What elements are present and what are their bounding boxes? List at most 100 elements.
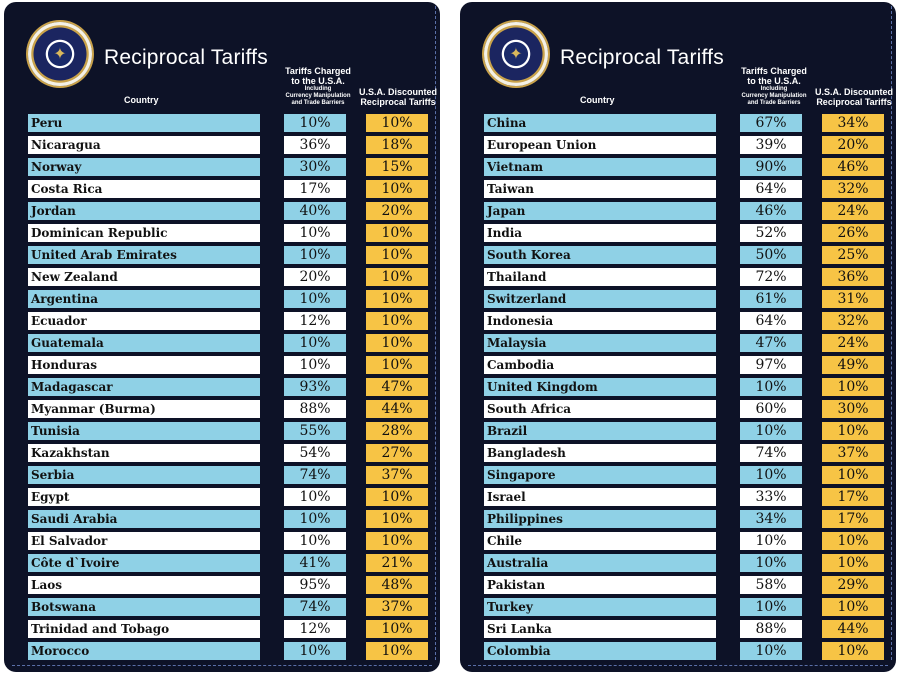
country-name: Thailand — [484, 268, 716, 286]
tariff-charged-value: 10% — [740, 532, 802, 550]
tariff-charged-value: 64% — [740, 312, 802, 330]
tariff-charged-value: 10% — [284, 246, 346, 264]
table-row: Madagascar 93% 47% — [4, 376, 440, 398]
discounted-tariff-value: 10% — [822, 554, 884, 572]
table-row: Jordan 40% 20% — [4, 200, 440, 222]
country-name: Singapore — [484, 466, 716, 484]
tariff-charged-value: 39% — [740, 136, 802, 154]
page-title: Reciprocal Tariffs — [560, 46, 724, 69]
tariff-charged-value: 10% — [740, 642, 802, 660]
table-row: United Arab Emirates 10% 10% — [4, 244, 440, 266]
tariff-charged-value: 97% — [740, 356, 802, 374]
table-row: Switzerland 61% 31% — [460, 288, 896, 310]
table-row: Botswana 74% 37% — [4, 596, 440, 618]
header-charged-line2: to the U.S.A. — [747, 76, 801, 86]
header-tariffs-charged: Tariffs Charged to the U.S.A. Including … — [734, 66, 814, 107]
discounted-tariff-value: 17% — [822, 510, 884, 528]
table-row: India 52% 26% — [460, 222, 896, 244]
country-name: Malaysia — [484, 334, 716, 352]
header-disc-line1: U.S.A. Discounted — [358, 87, 437, 97]
table-row: Egypt 10% 10% — [4, 486, 440, 508]
header-disc-line2: Reciprocal Tariffs — [816, 97, 892, 107]
table-row: Taiwan 64% 32% — [460, 178, 896, 200]
discounted-tariff-value: 48% — [366, 576, 428, 594]
tariff-charged-value: 74% — [284, 598, 346, 616]
country-name: Myanmar (Burma) — [28, 400, 260, 418]
tariff-charged-value: 41% — [284, 554, 346, 572]
table-row: South Africa 60% 30% — [460, 398, 896, 420]
country-name: Pakistan — [484, 576, 716, 594]
table-row: Vietnam 90% 46% — [460, 156, 896, 178]
tariff-charged-value: 88% — [284, 400, 346, 418]
table-row: Sri Lanka 88% 44% — [460, 618, 896, 640]
table-row: Saudi Arabia 10% 10% — [4, 508, 440, 530]
country-name: Taiwan — [484, 180, 716, 198]
discounted-tariff-value: 34% — [822, 114, 884, 132]
country-name: Morocco — [28, 642, 260, 660]
discounted-tariff-value: 10% — [366, 334, 428, 352]
tariff-charged-value: 52% — [740, 224, 802, 242]
discounted-tariff-value: 20% — [366, 202, 428, 220]
country-name: Trinidad and Tobago — [28, 620, 260, 638]
country-name: United Kingdom — [484, 378, 716, 396]
header-charged-line1: Tariffs Charged — [285, 66, 351, 76]
tariff-charged-value: 34% — [740, 510, 802, 528]
header-tariffs-charged: Tariffs Charged to the U.S.A. Including … — [278, 66, 358, 107]
tariff-charged-value: 10% — [284, 114, 346, 132]
page-title: Reciprocal Tariffs — [104, 46, 268, 69]
header-disc-line1: U.S.A. Discounted — [814, 87, 893, 97]
tariff-table-left: Peru 10% 10% Nicaragua 36% 18% Norway 30% 15% Cos… — [4, 112, 440, 662]
discounted-tariff-value: 37% — [366, 466, 428, 484]
table-row: Norway 30% 15% — [4, 156, 440, 178]
country-name: Peru — [28, 114, 260, 132]
country-name: Laos — [28, 576, 260, 594]
tariff-charged-value: 17% — [284, 180, 346, 198]
tariff-charged-value: 50% — [740, 246, 802, 264]
discounted-tariff-value: 10% — [366, 114, 428, 132]
tariff-charged-value: 10% — [284, 488, 346, 506]
table-row: United Kingdom 10% 10% — [460, 376, 896, 398]
tariff-charged-value: 10% — [740, 598, 802, 616]
table-row: El Salvador 10% 10% — [4, 530, 440, 552]
table-row: Chile 10% 10% — [460, 530, 896, 552]
table-row: Trinidad and Tobago 12% 10% — [4, 618, 440, 640]
country-name: Argentina — [28, 290, 260, 308]
table-row: Guatemala 10% 10% — [4, 332, 440, 354]
tariff-charged-value: 90% — [740, 158, 802, 176]
country-name: Madagascar — [28, 378, 260, 396]
country-name: Kazakhstan — [28, 444, 260, 462]
discounted-tariff-value: 10% — [366, 224, 428, 242]
header-charged-line1: Tariffs Charged — [741, 66, 807, 76]
tariff-charged-value: 61% — [740, 290, 802, 308]
country-name: Norway — [28, 158, 260, 176]
tariff-charged-value: 10% — [284, 356, 346, 374]
country-name: Costa Rica — [28, 180, 260, 198]
discounted-tariff-value: 25% — [822, 246, 884, 264]
discounted-tariff-value: 28% — [366, 422, 428, 440]
country-name: Serbia — [28, 466, 260, 484]
tariff-charged-value: 55% — [284, 422, 346, 440]
header-charged-line2: to the U.S.A. — [291, 76, 345, 86]
table-row: Dominican Republic 10% 10% — [4, 222, 440, 244]
discounted-tariff-value: 10% — [366, 620, 428, 638]
discounted-tariff-value: 36% — [822, 268, 884, 286]
tariff-charged-value: 10% — [284, 642, 346, 660]
table-row: Malaysia 47% 24% — [460, 332, 896, 354]
table-row: Nicaragua 36% 18% — [4, 134, 440, 156]
discounted-tariff-value: 32% — [822, 180, 884, 198]
country-name: Nicaragua — [28, 136, 260, 154]
discounted-tariff-value: 49% — [822, 356, 884, 374]
country-name: Australia — [484, 554, 716, 572]
discounted-tariff-value: 21% — [366, 554, 428, 572]
country-name: Israel — [484, 488, 716, 506]
discounted-tariff-value: 29% — [822, 576, 884, 594]
country-name: Vietnam — [484, 158, 716, 176]
country-name: Tunisia — [28, 422, 260, 440]
tariff-charged-value: 36% — [284, 136, 346, 154]
country-name: Saudi Arabia — [28, 510, 260, 528]
country-name: Egypt — [28, 488, 260, 506]
table-row: Côte d`Ivoire 41% 21% — [4, 552, 440, 574]
tariff-charged-value: 10% — [740, 466, 802, 484]
discounted-tariff-value: 17% — [822, 488, 884, 506]
table-row: Argentina 10% 10% — [4, 288, 440, 310]
